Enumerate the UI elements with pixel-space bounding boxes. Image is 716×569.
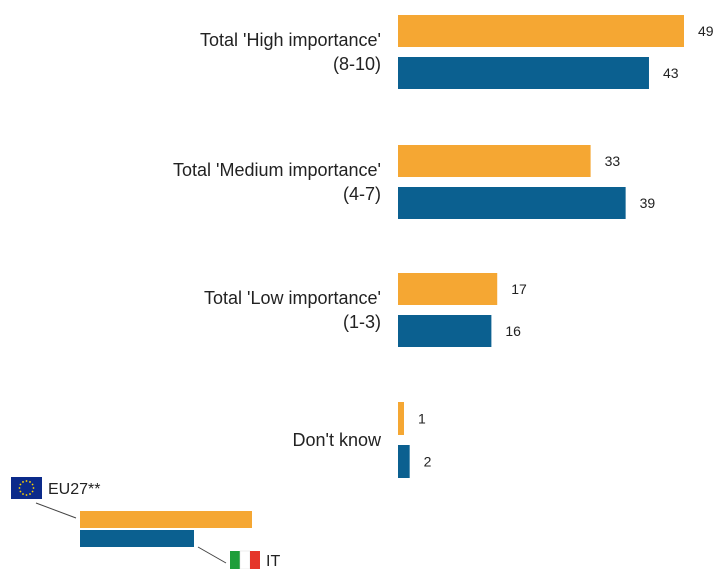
- eu-star-icon: [19, 483, 22, 486]
- eu-star-icon: [31, 483, 34, 486]
- eu-star-icon: [31, 490, 34, 493]
- bar-eu27-0: [398, 15, 684, 47]
- category-label-1-line-0: Total 'Medium importance': [173, 160, 381, 180]
- category-label-2-line-0: Total 'Low importance': [204, 288, 381, 308]
- bar-eu27-1: [398, 145, 591, 177]
- value-label-eu27-0: 49: [698, 23, 714, 39]
- bar-it-0: [398, 57, 649, 89]
- eu-star-icon: [22, 493, 24, 495]
- legend-label-it: IT: [266, 553, 280, 569]
- value-label-eu27-1: 33: [605, 153, 621, 169]
- bar-it-1: [398, 187, 626, 219]
- legend-connector-eu27: [35, 502, 77, 519]
- italy-flag-icon: [230, 550, 260, 569]
- category-labels-layer: Total 'High importance' (8-10) Total 'Medi…: [173, 30, 382, 450]
- category-label-1-line-1: (4-7): [343, 184, 381, 204]
- category-label-3-line-0: Don't know: [293, 430, 382, 450]
- eu-star-icon: [32, 487, 35, 489]
- eu-star-icon: [19, 490, 22, 493]
- eu-star-icon: [18, 487, 21, 489]
- bars-layer: [398, 15, 684, 478]
- bar-eu27-2: [398, 273, 498, 305]
- value-label-eu27-2: 17: [511, 281, 527, 297]
- value-label-it-0: 43: [663, 65, 679, 81]
- eu-star-icon: [29, 481, 31, 483]
- legend-label-eu27: EU27**: [48, 481, 100, 498]
- value-labels-layer: 49 43 33 39 17 16 1 2: [418, 23, 714, 470]
- eu-star-icon: [22, 481, 24, 483]
- value-label-it-1: 39: [640, 195, 656, 211]
- eu-star-icon: [25, 480, 28, 482]
- value-label-eu27-3: 1: [418, 411, 426, 427]
- eu-star-icon: [25, 494, 28, 496]
- category-label-0-line-1: (8-10): [333, 54, 381, 74]
- eu-star-icon: [29, 493, 31, 495]
- legend-swatch-eu27: [80, 511, 252, 528]
- value-label-it-2: 16: [505, 323, 521, 339]
- bar-it-2: [398, 315, 492, 347]
- legend-connector-it: [197, 546, 227, 564]
- category-label-0-line-0: Total 'High importance': [200, 30, 381, 50]
- legend-swatch-it: [80, 530, 194, 547]
- eu-flag-icon: [11, 477, 42, 499]
- category-label-2-line-1: (1-3): [343, 312, 381, 332]
- bar-eu27-3: [398, 402, 404, 435]
- bar-it-3: [398, 445, 410, 478]
- legend: EU27** IT: [11, 477, 280, 569]
- value-label-it-3: 2: [424, 454, 432, 470]
